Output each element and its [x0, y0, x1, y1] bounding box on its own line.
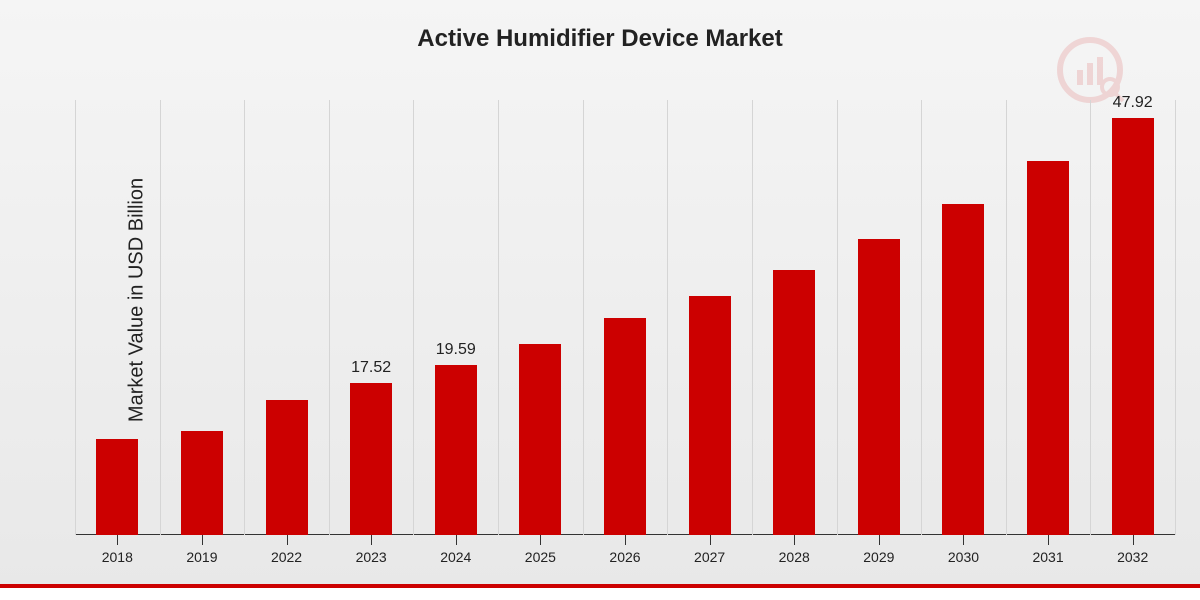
- bar-value-label: 19.59: [436, 341, 476, 359]
- bar-value-label: 47.92: [1113, 94, 1153, 112]
- x-axis-label: 2031: [1032, 549, 1063, 565]
- x-axis-label: 2026: [609, 549, 640, 565]
- gridline: [583, 100, 584, 535]
- gridline: [160, 100, 161, 535]
- x-tick: [287, 535, 288, 545]
- x-tick: [794, 535, 795, 545]
- x-axis-label: 2025: [525, 549, 556, 565]
- x-tick: [879, 535, 880, 545]
- gridline: [329, 100, 330, 535]
- x-tick: [1048, 535, 1049, 545]
- bar: [350, 383, 392, 535]
- bar: [519, 344, 561, 535]
- chart-title: Active Humidifier Device Market: [417, 25, 782, 53]
- gridline: [1175, 100, 1176, 535]
- gridline: [244, 100, 245, 535]
- x-tick: [710, 535, 711, 545]
- x-tick: [371, 535, 372, 545]
- bar-value-label: 17.52: [351, 359, 391, 377]
- x-tick: [456, 535, 457, 545]
- bar: [1112, 118, 1154, 535]
- bar: [1027, 161, 1069, 535]
- x-axis-label: 2023: [356, 549, 387, 565]
- bar: [773, 270, 815, 535]
- gridline: [752, 100, 753, 535]
- x-tick: [117, 535, 118, 545]
- x-axis-label: 2027: [694, 549, 725, 565]
- x-tick: [625, 535, 626, 545]
- x-tick: [540, 535, 541, 545]
- x-axis-label: 2022: [271, 549, 302, 565]
- x-tick: [202, 535, 203, 545]
- bar: [604, 318, 646, 536]
- x-tick: [1133, 535, 1134, 545]
- bar: [858, 239, 900, 535]
- bar: [689, 296, 731, 535]
- gridline: [837, 100, 838, 535]
- bar: [181, 431, 223, 535]
- gridline: [1006, 100, 1007, 535]
- x-axis-label: 2019: [186, 549, 217, 565]
- bar: [96, 439, 138, 535]
- bar: [266, 400, 308, 535]
- footer-accent-line: [0, 584, 1200, 588]
- gridline: [413, 100, 414, 535]
- footer-background: [0, 588, 1200, 600]
- x-axis-label: 2028: [779, 549, 810, 565]
- chart-container: Active Humidifier Device Market Market V…: [0, 0, 1200, 600]
- x-axis-label: 2029: [863, 549, 894, 565]
- gridline: [1090, 100, 1091, 535]
- gridline: [921, 100, 922, 535]
- plot-area: 20182019202217.52202319.5920242025202620…: [75, 100, 1175, 535]
- x-axis-label: 2018: [102, 549, 133, 565]
- gridline: [75, 100, 76, 535]
- x-tick: [963, 535, 964, 545]
- bar: [435, 365, 477, 535]
- bar: [942, 204, 984, 535]
- x-axis-label: 2030: [948, 549, 979, 565]
- gridline: [498, 100, 499, 535]
- gridline: [667, 100, 668, 535]
- x-axis-label: 2024: [440, 549, 471, 565]
- x-axis-label: 2032: [1117, 549, 1148, 565]
